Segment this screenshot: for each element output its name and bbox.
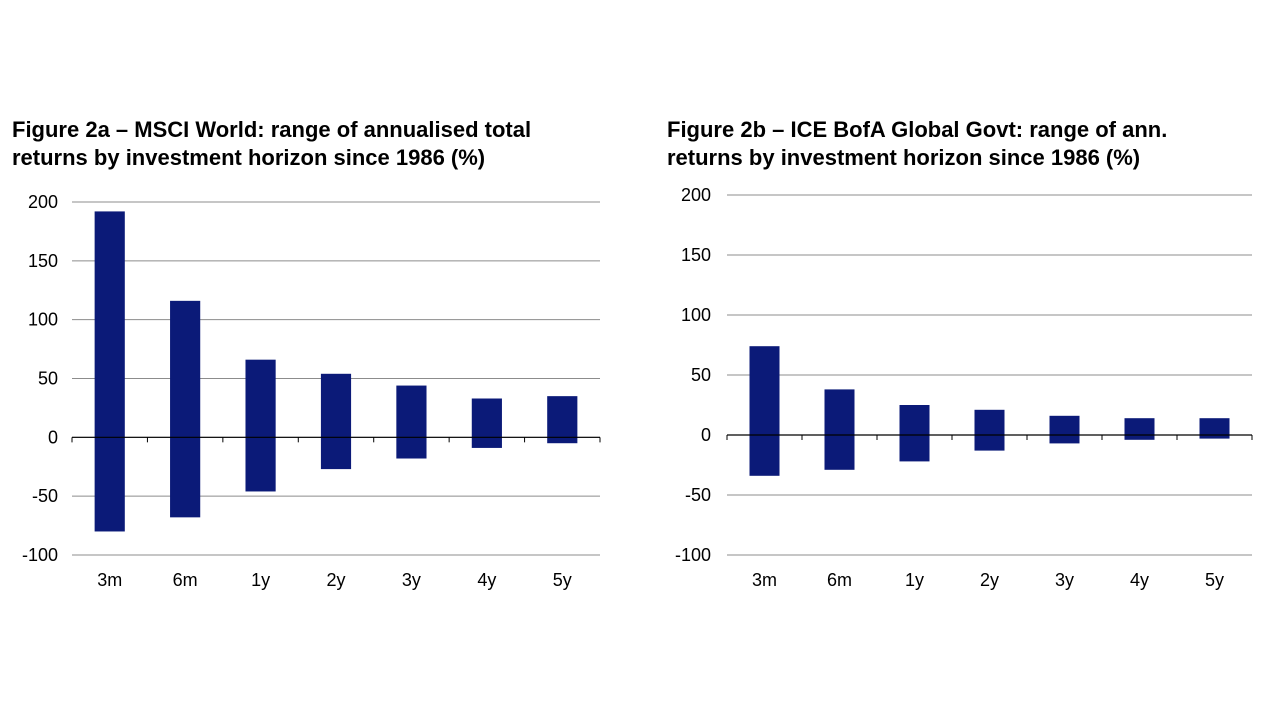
x-tick-label-b-6m: 6m [827, 570, 852, 590]
bar-b-3m [749, 346, 780, 476]
x-tick-label-a-1y: 1y [251, 570, 270, 590]
bar-a-3y [396, 385, 427, 459]
y-tick-label-a-2: 100 [28, 310, 58, 330]
chart-b-plot: 200 150 100 50 0 -50 -100 3m 6m 1y 2y 3y 4y 5y [675, 185, 1253, 590]
y-tick-label-a-6: -100 [22, 545, 58, 565]
bar-a-6m [170, 300, 201, 518]
x-tick-label-a-2y: 2y [326, 570, 345, 590]
x-tick-label-b-1y: 1y [905, 570, 924, 590]
y-tick-label-a-1: 150 [28, 251, 58, 271]
bar-b-5y [1199, 418, 1230, 439]
y-tick-label-b-4: 0 [701, 425, 711, 445]
x-tick-label-b-5y: 5y [1205, 570, 1224, 590]
y-tick-label-a-3: 50 [38, 369, 58, 389]
y-tick-label-b-2: 100 [681, 305, 711, 325]
x-tick-label-b-4y: 4y [1130, 570, 1149, 590]
chart-title-a-line2: returns by investment horizon since 1986… [12, 145, 486, 170]
y-tick-label-a-0: 200 [28, 192, 58, 212]
chart-title-a-line1: Figure 2a – MSCI World: range of annuali… [12, 117, 532, 142]
chart-title-b: Figure 2b – ICE BofA Global Govt: range … [667, 116, 1167, 172]
x-tick-label-a-3m: 3m [97, 570, 122, 590]
chart-title-b-line2: returns by investment horizon since 1986… [667, 145, 1141, 170]
chart-title-a: Figure 2a – MSCI World: range of annuali… [12, 116, 531, 172]
bar-a-2y [320, 373, 352, 470]
bar-a-3m [94, 211, 125, 532]
y-tick-label-b-3: 50 [691, 365, 711, 385]
y-tick-label-b-0: 200 [681, 185, 711, 205]
bar-b-4y [1124, 418, 1155, 440]
x-tick-label-a-6m: 6m [173, 570, 198, 590]
x-tick-label-b-3m: 3m [752, 570, 777, 590]
chart-title-b-line1: Figure 2b – ICE BofA Global Govt: range … [667, 117, 1168, 142]
bar-b-1y [899, 405, 930, 462]
bar-b-6m [824, 389, 855, 470]
y-tick-label-b-6: -100 [675, 545, 711, 565]
bar-a-1y [245, 359, 276, 492]
bar-b-2y [974, 409, 1005, 451]
chart-a-plot: 200 150 100 50 0 -50 -100 3m 6m 1y 2y 3y 4y 5y [22, 192, 601, 590]
y-tick-label-a-5: -50 [32, 486, 58, 506]
bar-a-4y [471, 398, 502, 448]
x-tick-label-b-2y: 2y [980, 570, 999, 590]
bar-a-5y [547, 396, 578, 444]
y-tick-label-a-4: 0 [48, 427, 58, 447]
bar-b-3y [1049, 415, 1080, 444]
x-tick-label-a-3y: 3y [402, 570, 421, 590]
x-tick-label-b-3y: 3y [1055, 570, 1074, 590]
x-tick-label-a-4y: 4y [477, 570, 496, 590]
y-tick-label-b-1: 150 [681, 245, 711, 265]
y-tick-label-b-5: -50 [685, 485, 711, 505]
x-tick-label-a-5y: 5y [553, 570, 572, 590]
